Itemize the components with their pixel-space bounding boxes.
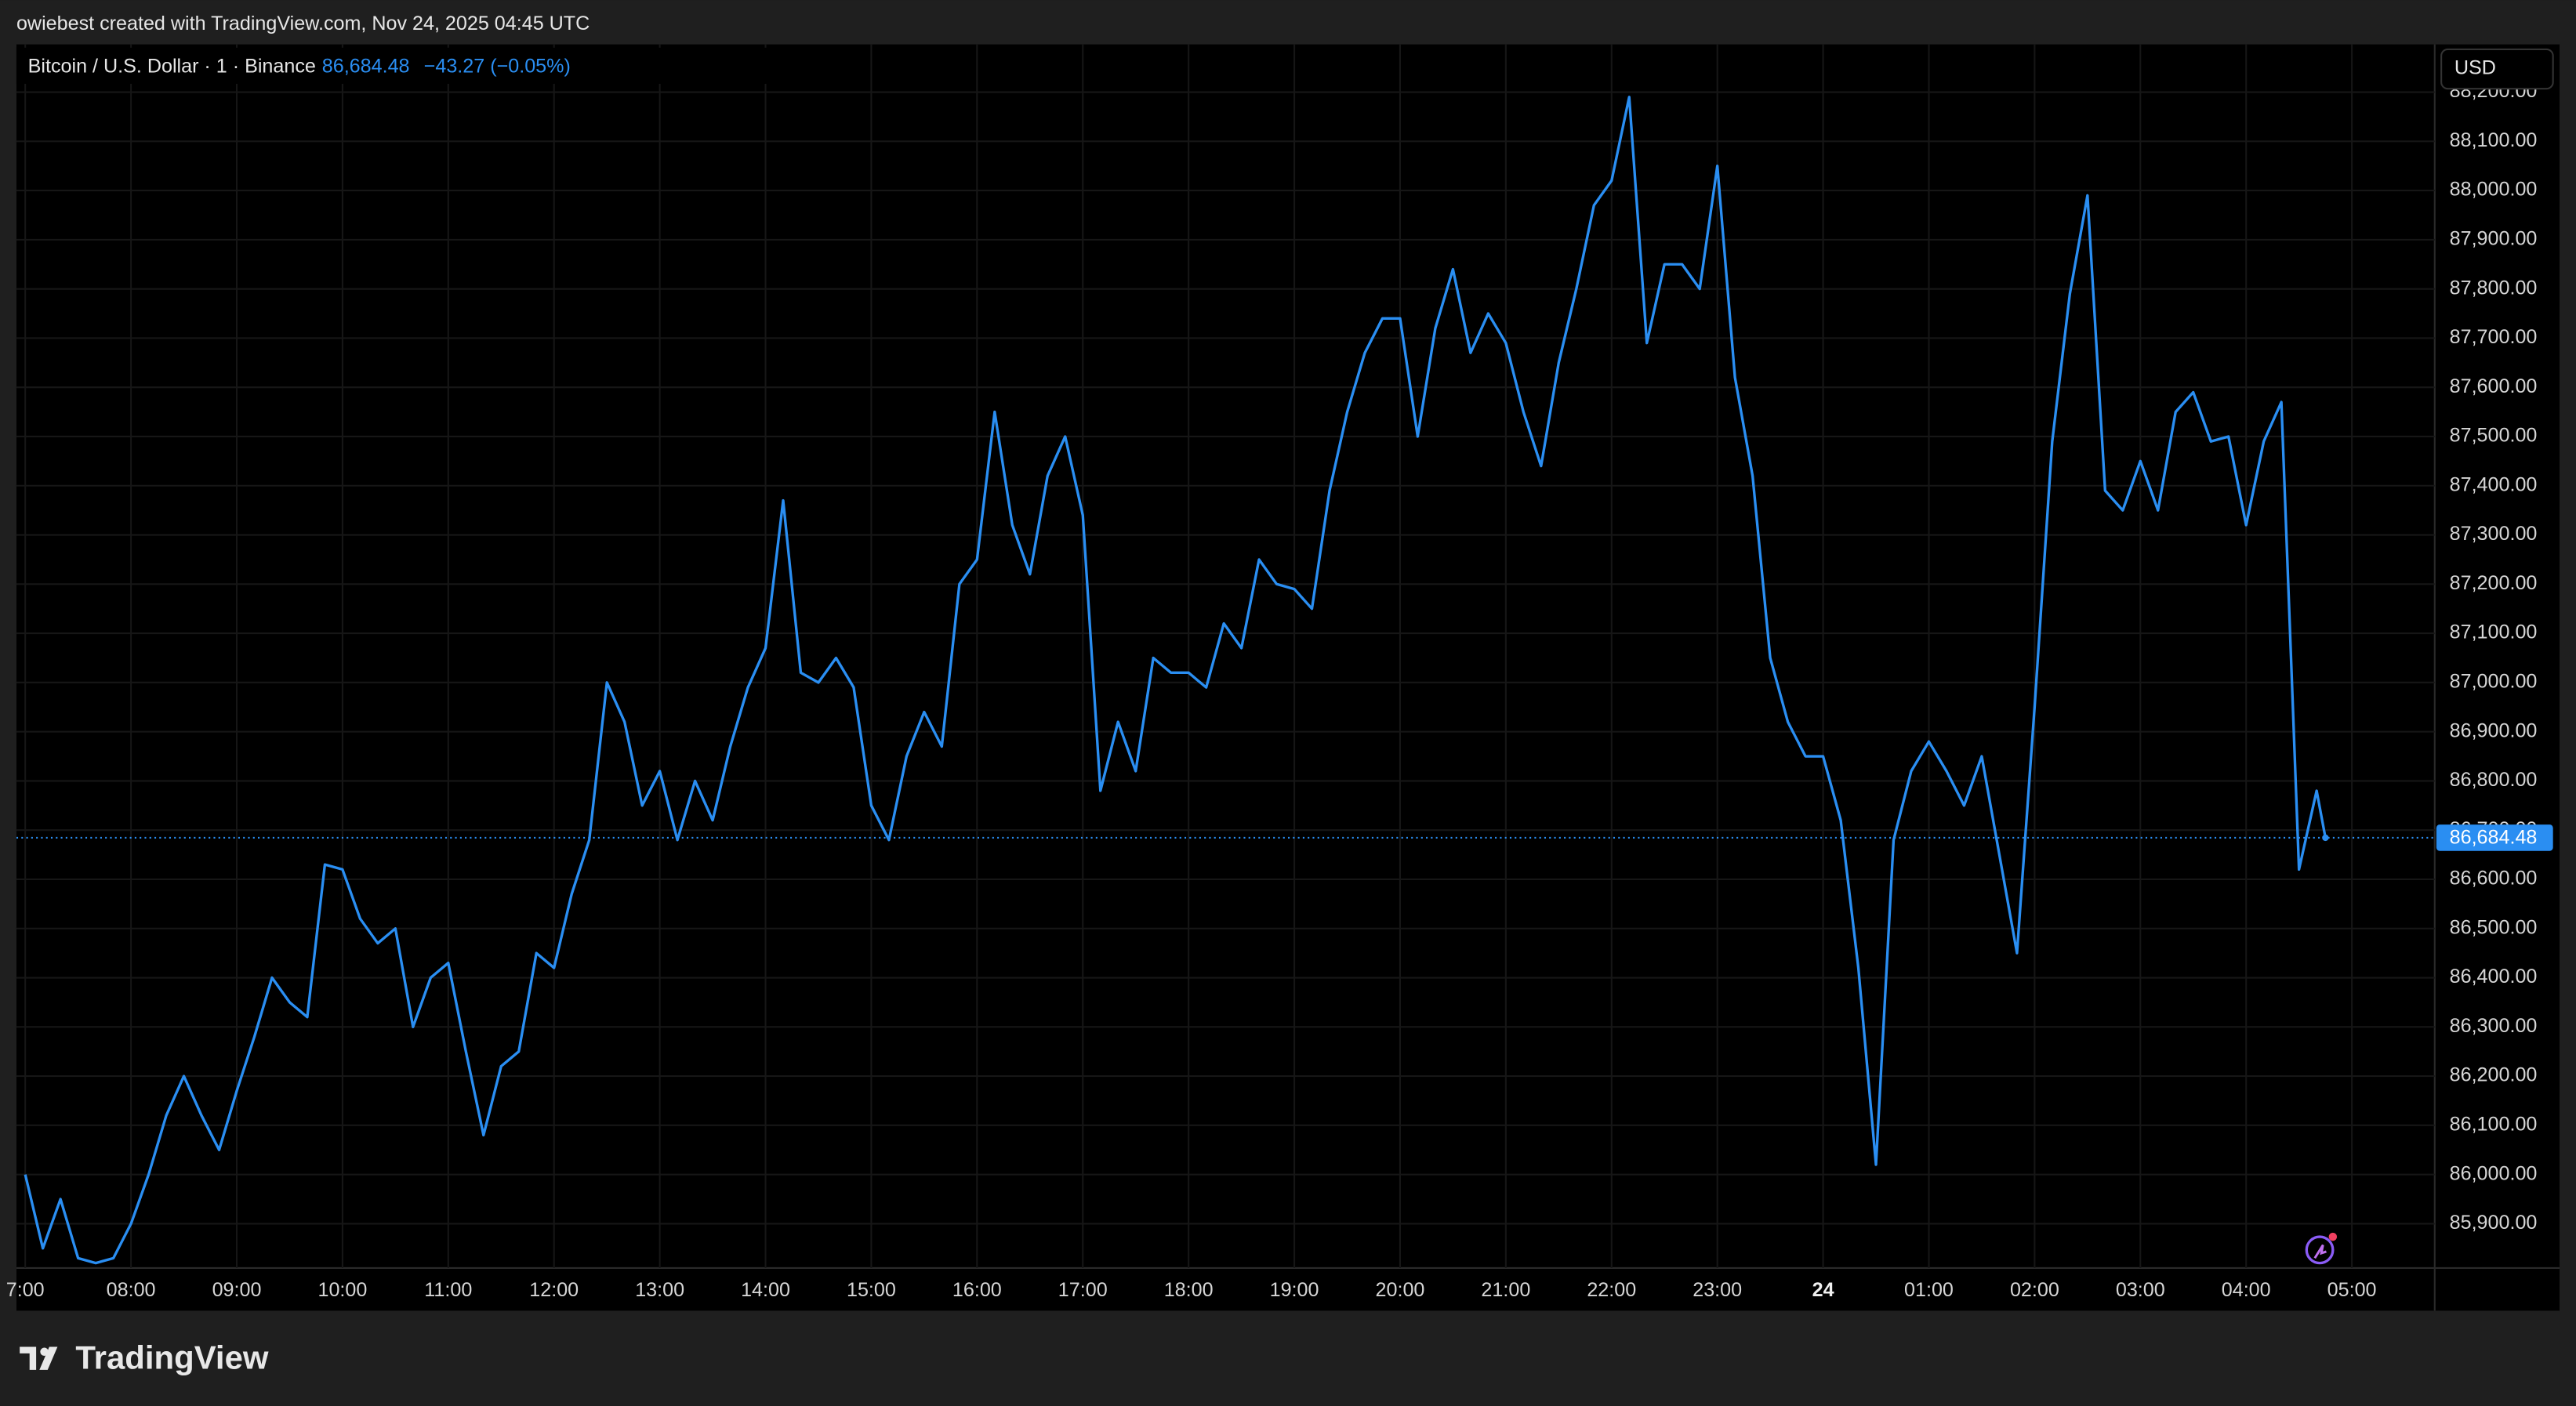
x-tick-label: 21:00 [1481, 1279, 1530, 1301]
y-tick-label: 86,500.00 [2450, 916, 2538, 938]
x-tick-label: 14:00 [741, 1279, 790, 1301]
x-tick-label: 13:00 [635, 1279, 684, 1301]
y-tick-label: 87,400.00 [2450, 473, 2538, 495]
y-tick-label: 87,900.00 [2450, 228, 2538, 250]
x-tick-label: 22:00 [1587, 1279, 1636, 1301]
x-tick-label: 01:00 [1904, 1279, 1954, 1301]
y-tick-label: 87,500.00 [2450, 425, 2538, 447]
x-tick-label: 7:00 [6, 1279, 45, 1301]
price-change: −43.27 (−0.05%) [424, 56, 571, 78]
chart-panel [16, 44, 2560, 1311]
x-tick-label: 08:00 [107, 1279, 156, 1301]
y-tick-label: 87,200.00 [2450, 572, 2538, 594]
y-tick-label: 86,100.00 [2450, 1113, 2538, 1135]
y-tick-label: 87,100.00 [2450, 621, 2538, 643]
x-tick-label: 24 [1812, 1279, 1834, 1301]
y-tick-label: 86,800.00 [2450, 769, 2538, 791]
x-tick-label: 16:00 [952, 1279, 1002, 1301]
brand-logo [20, 1346, 58, 1370]
y-tick-label: 86,200.00 [2450, 1064, 2538, 1086]
price-axis: 85,900.00 86,000.00 86,100.00 86,200.00 86,3… [2450, 80, 2538, 1234]
credit: owiebest created with TradingView.com, N… [16, 13, 590, 34]
x-tick-label: 18:00 [1164, 1279, 1214, 1301]
x-tick-label: 17:00 [1058, 1279, 1108, 1301]
y-tick-label: 87,000.00 [2450, 671, 2538, 693]
x-tick-label: 23:00 [1693, 1279, 1742, 1301]
x-tick-label: 10:00 [317, 1279, 367, 1301]
x-tick-label: 05:00 [2327, 1279, 2377, 1301]
last-price-tag [2436, 824, 2553, 851]
x-tick-label: 11:00 [424, 1279, 472, 1301]
last-point [2322, 834, 2329, 842]
plot [16, 96, 2435, 1265]
x-tick-label: 02:00 [2010, 1279, 2059, 1301]
y-tick-label: 88,000.00 [2450, 179, 2538, 201]
x-tick-label: 15:00 [847, 1279, 896, 1301]
y-tick-label: 87,300.00 [2450, 523, 2538, 545]
y-tick-label: 86,300.00 [2450, 1015, 2538, 1037]
y-tick-label: 85,900.00 [2450, 1212, 2538, 1234]
x-tick-label: 19:00 [1270, 1279, 1319, 1301]
price-line [24, 96, 2327, 1265]
grid [16, 44, 2435, 1268]
assistant-icon[interactable] [2305, 1232, 2338, 1265]
x-tick-label: 20:00 [1376, 1279, 1425, 1301]
currency-button[interactable] [2440, 48, 2554, 90]
symbol-title: Bitcoin / U.S. Dollar · 1 · Binance [28, 56, 316, 78]
legend-bg [16, 47, 789, 84]
y-tick-label: 87,600.00 [2450, 375, 2538, 397]
y-tick-label: 87,800.00 [2450, 277, 2538, 299]
last-price-tag-label: 86,684.48 [2450, 827, 2538, 849]
y-tick-label: 86,400.00 [2450, 966, 2538, 987]
y-tick-label: 86,600.00 [2450, 868, 2538, 890]
y-tick-label: 86,000.00 [2450, 1162, 2538, 1184]
x-tick-label: 04:00 [2222, 1279, 2271, 1301]
y-tick-label: 88,100.00 [2450, 129, 2538, 151]
last-price: 86,684.48 [322, 56, 410, 78]
y-tick-label: 87,700.00 [2450, 326, 2538, 348]
y-tick-label: 86,900.00 [2450, 719, 2538, 741]
x-tick-label: 03:00 [2116, 1279, 2165, 1301]
time-axis: 7:00 08:00 09:00 10:00 11:00 12:00 13:00 14:00 1… [6, 1279, 2377, 1301]
brand-name: TradingView [75, 1339, 268, 1375]
currency-label[interactable]: USD [2454, 57, 2496, 79]
x-tick-label: 09:00 [212, 1279, 262, 1301]
x-tick-label: 12:00 [529, 1279, 579, 1301]
